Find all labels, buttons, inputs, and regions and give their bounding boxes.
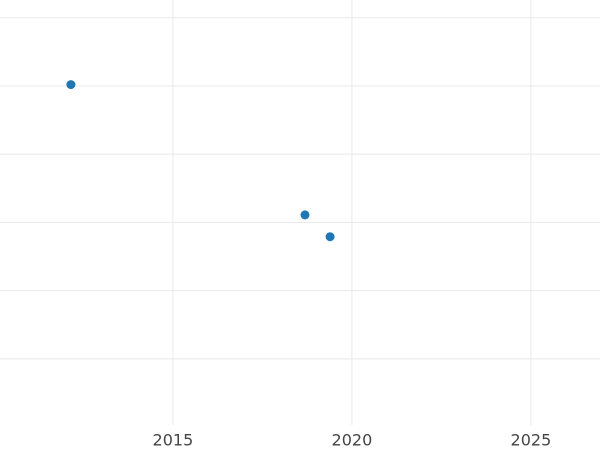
x-tick-label: 2015	[153, 431, 194, 450]
x-tick-label: 2020	[332, 431, 373, 450]
point	[66, 80, 76, 90]
point	[300, 210, 310, 220]
point	[325, 232, 335, 242]
x-tick-label: 2025	[511, 431, 552, 450]
